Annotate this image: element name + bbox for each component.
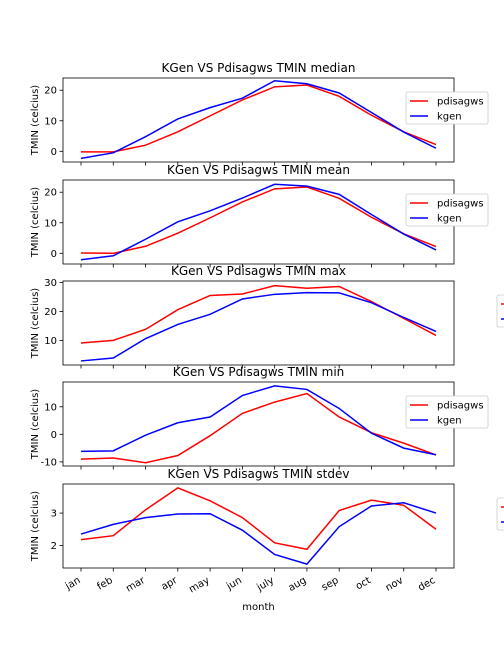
legend-label: pdisagws [437,97,484,108]
plot-frame [62,483,455,569]
legend-label: kgen [437,112,462,123]
y-tick-label: 10 [44,336,57,347]
x-tick-label: jun [224,575,244,593]
x-tick-label: july [254,575,276,594]
series-line-pdisagws [80,487,437,551]
x-axis-label: month [242,602,274,613]
y-tick-label: 10 [44,402,57,413]
series-line-pdisagws [81,84,437,153]
panel-title: KGen VS Pdisagws TMIN mean [167,163,350,177]
series-line-pdisagws [80,392,437,464]
y-tick-label: 3 [51,509,57,520]
panel-title: KGen VS Pdisagws TMIN median [162,61,356,75]
panel-title: KGen VS Pdisagws TMIN max [171,264,346,278]
series-line-pdisagws [80,284,437,344]
series-line-kgen [80,385,437,456]
y-axis-label: TMIN (celcius) [30,491,41,562]
y-tick-label: 0 [51,430,57,441]
y-tick-label: 20 [44,188,57,199]
y-axis-label: TMIN (celcius) [30,85,41,156]
series-line-kgen [80,79,437,160]
series-line-kgen [80,501,437,565]
y-axis-label: TMIN (celcius) [30,288,41,359]
y-axis-label: TMIN (celcius) [30,187,41,258]
y-tick-label: 20 [44,307,57,318]
series-line-kgen [80,291,437,362]
y-tick-label: 0 [51,147,57,158]
y-tick-label: 10 [44,218,57,229]
series-line-kgen [80,183,437,261]
x-tick-label: dec [416,575,437,594]
y-tick-label: 2 [51,541,57,552]
panel-title: KGen VS Pdisagws TMIN stdev [168,467,350,481]
legend-label: pdisagws [437,199,484,210]
legend [496,294,504,328]
legend [496,497,504,531]
x-tick-label: aug [287,575,309,594]
x-tick-label: may [187,575,211,595]
y-tick-label: 30 [44,278,57,289]
x-tick-label: sep [320,575,341,593]
x-tick-label: jan [63,575,83,593]
x-tick-label: oct [354,575,373,592]
chart-panel-5: KGen VS Pdisagws TMIN stdev 2 3 TMIN (celci… [30,467,504,613]
panel-title: KGen VS Pdisagws TMIN min [173,365,345,379]
plot-frame [62,280,455,366]
legend-label: kgen [437,416,462,427]
y-tick-label: -10 [41,457,57,468]
x-tick-label: feb [95,575,114,593]
legend-label: kgen [437,214,462,225]
x-tick-label: apr [159,575,180,593]
plot-frame [62,381,455,467]
y-tick-label: 20 [44,86,57,97]
y-axis-label: TMIN (celcius) [30,389,41,460]
y-tick-label: 0 [51,249,57,260]
legend-label: pdisagws [437,401,484,412]
x-tick-label: nov [384,575,405,594]
x-tick-label: mar [124,575,148,595]
series-line-pdisagws [80,186,437,255]
y-tick-label: 10 [44,116,57,127]
